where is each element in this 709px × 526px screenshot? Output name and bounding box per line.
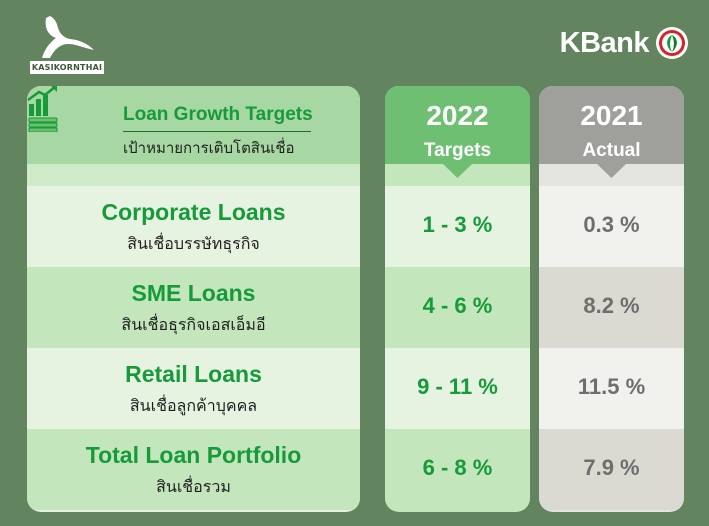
target-cell: 4 - 6 % [385, 267, 530, 348]
header-divider [123, 131, 311, 132]
actual-value: 8.2 % [583, 293, 640, 318]
target-value: 1 - 3 % [422, 212, 493, 237]
header-subtitle: เป้าหมายการเติบโตสินเชื่อ [123, 139, 295, 157]
targets-label: Targets [423, 140, 492, 161]
loan-growth-header: Loan Growth Targets เป้าหมายการเติบโตสิน… [27, 86, 360, 186]
actual-value: 0.3 % [583, 212, 640, 237]
actual-2021-column: 2021 Actual 0.3 % 8.2 % 11.5 % 7.9 % [539, 86, 684, 512]
row-label-thai: สินเชื่อรวม [156, 477, 231, 496]
row-label-thai: สินเชื่อธุรกิจเอสเอ็มอี [121, 315, 266, 334]
actual-header-banner [539, 86, 684, 186]
targets-header-banner [385, 86, 530, 186]
target-cell: 6 - 8 % [385, 429, 530, 510]
row-retail-loans: Retail Loans สินเชื่อลูกค้าบุคคล [27, 348, 360, 429]
bar-chart-money-icon [27, 86, 58, 132]
row-sme-loans: SME Loans สินเชื่อธุรกิจเอสเอ็มอี [27, 267, 360, 348]
row-label: Corporate Loans [101, 199, 286, 225]
targets-year: 2022 [426, 100, 489, 131]
actual-2021-header: 2021 Actual [539, 86, 684, 186]
header-title: Loan Growth Targets [123, 104, 313, 125]
actual-value: 7.9 % [583, 455, 640, 480]
row-total-loan-portfolio: Total Loan Portfolio สินเชื่อรวม [27, 429, 360, 510]
actual-year: 2021 [580, 100, 643, 131]
actual-value: 11.5 % [577, 374, 646, 399]
kbank-emblem-icon [656, 27, 688, 59]
targets-2022-column: 2022 Targets 1 - 3 % 4 - 6 % 9 - 11 % 6 … [385, 86, 530, 512]
target-cell: 1 - 3 % [385, 186, 530, 267]
row-label-thai: สินเชื่อลูกค้าบุคคล [129, 396, 258, 415]
loan-category-column: Loan Growth Targets เป้าหมายการเติบโตสิน… [27, 86, 360, 512]
target-value: 6 - 8 % [422, 455, 493, 480]
row-label: SME Loans [131, 280, 256, 306]
row-label-thai: สินเชื่อบรรษัทธุรกิจ [127, 234, 260, 253]
kbank-wordmark: KBank [559, 26, 650, 59]
kasikorn-bird-icon [42, 16, 94, 58]
target-cell: 9 - 11 % [385, 348, 530, 429]
header-banner [27, 86, 360, 186]
actual-cell: 8.2 % [539, 267, 684, 348]
actual-cell: 11.5 % [539, 348, 684, 429]
row-corporate-loans: Corporate Loans สินเชื่อบรรษัทธุรกิจ [27, 186, 360, 267]
row-label: Total Loan Portfolio [85, 442, 302, 468]
row-label: Retail Loans [125, 361, 262, 387]
targets-2022-header: 2022 Targets [385, 86, 530, 186]
kbank-logo: KBank [560, 25, 689, 61]
kasikornthai-logo: KASIKORNTHAI [30, 12, 104, 74]
target-value: 4 - 6 % [422, 293, 493, 318]
actual-label: Actual [582, 140, 641, 161]
kasikornthai-wordmark: KASIKORNTHAI [30, 61, 104, 74]
actual-cell: 7.9 % [539, 429, 684, 510]
target-value: 9 - 11 % [417, 374, 498, 399]
actual-cell: 0.3 % [539, 186, 684, 267]
